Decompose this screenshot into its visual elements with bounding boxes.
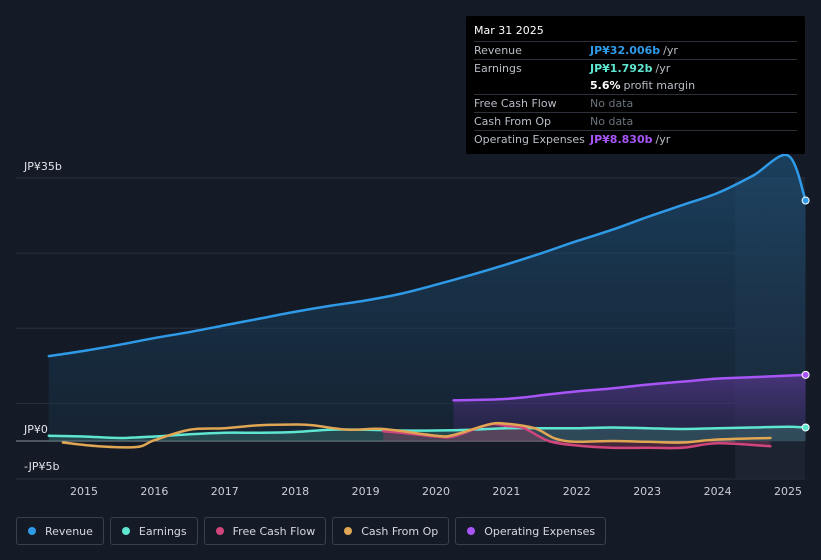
legend-item-cash-from-op[interactable]: Cash From Op — [332, 517, 450, 545]
tooltip-row-revenue: Revenue JP¥32.006b /yr — [474, 41, 797, 59]
operating-expenses-end-marker — [801, 370, 810, 379]
x-tick-label: 2018 — [281, 485, 309, 498]
tooltip-unit: /yr — [655, 133, 671, 146]
tooltip-row-earnings: Earnings JP¥1.792b /yr — [474, 59, 797, 77]
legend-dot-icon — [344, 527, 353, 535]
x-axis: 2015 2016 2017 2018 2019 2020 2021 2022 2023 2024… — [70, 485, 802, 498]
tooltip-label — [474, 77, 590, 94]
legend: Revenue Earnings Free Cash Flow Cash Fro… — [16, 517, 607, 545]
tooltip-label: Operating Expenses — [474, 133, 585, 146]
x-tick-label: 2025 — [774, 485, 802, 498]
end-markers — [801, 196, 810, 432]
legend-item-free-cash-flow[interactable]: Free Cash Flow — [203, 517, 327, 545]
tooltip-label: Earnings — [474, 62, 522, 75]
tooltip-value: JP¥32.006b — [590, 44, 661, 57]
legend-label: Operating Expenses — [484, 524, 596, 538]
legend-item-revenue[interactable]: Revenue — [16, 517, 104, 545]
tooltip-row-margin: 5.6% profit margin — [474, 77, 797, 94]
chart: 2015 2016 2017 2018 2019 2020 2021 2022 2023 2024… — [16, 153, 810, 498]
legend-dot-icon — [467, 527, 476, 535]
legend-dot-icon — [121, 527, 130, 535]
tooltip-value: No data — [590, 115, 634, 128]
operating-expenses-area — [453, 374, 806, 441]
earnings-end-marker — [801, 423, 810, 432]
y-tick-label-bottom: -JP¥5b — [24, 460, 60, 473]
legend-label: Earnings — [138, 524, 187, 538]
x-tick-label: 2017 — [211, 485, 239, 498]
tooltip-row-cfo: Cash From Op No data — [474, 112, 797, 130]
cash-from-op-line — [61, 421, 772, 449]
tooltip-label: Free Cash Flow — [474, 97, 557, 110]
tooltip-unit: /yr — [655, 62, 671, 75]
tooltip-value: JP¥1.792b — [590, 62, 653, 75]
tooltip-row-opex: Operating Expenses JP¥8.830b /yr — [474, 130, 797, 148]
revenue-line — [47, 153, 807, 358]
x-tick-label: 2024 — [704, 485, 732, 498]
x-tick-label: 2023 — [633, 485, 661, 498]
tooltip-row-fcf: Free Cash Flow No data — [474, 94, 797, 112]
operating-expenses-line — [452, 373, 807, 402]
x-tick-label: 2016 — [140, 485, 168, 498]
tooltip-value: 5.6% — [590, 79, 621, 92]
tooltip-label: Revenue — [474, 44, 522, 57]
area-fills — [48, 154, 806, 449]
x-tick-label: 2020 — [422, 485, 450, 498]
x-tick-label: 2019 — [352, 485, 380, 498]
data-tooltip: Mar 31 2025 Revenue JP¥32.006b /yr Earni… — [466, 16, 805, 154]
tooltip-unit: /yr — [663, 44, 678, 57]
legend-dot-icon — [28, 527, 36, 535]
legend-dot-icon — [215, 527, 224, 535]
x-tick-label: 2022 — [563, 485, 591, 498]
tooltip-unit: profit margin — [623, 79, 696, 92]
revenue-area — [48, 154, 806, 441]
legend-label: Cash From Op — [361, 524, 439, 538]
legend-item-operating-expenses[interactable]: Operating Expenses — [455, 517, 607, 545]
tooltip-value: JP¥8.830b — [590, 133, 653, 146]
y-tick-label-top: JP¥35b — [24, 160, 62, 173]
legend-label: Free Cash Flow — [232, 524, 316, 538]
x-tick-label: 2021 — [492, 485, 520, 498]
tooltip-date: Mar 31 2025 — [474, 24, 544, 37]
earnings-line — [47, 425, 807, 440]
x-tick-label: 2015 — [70, 485, 98, 498]
legend-item-earnings[interactable]: Earnings — [109, 517, 198, 545]
revenue-end-marker — [801, 196, 810, 205]
y-tick-label-zero: JP¥0 — [24, 423, 48, 436]
series-lines — [47, 153, 807, 450]
tooltip-label: Cash From Op — [474, 115, 552, 128]
tooltip-value: No data — [590, 97, 634, 110]
legend-label: Revenue — [45, 524, 93, 538]
